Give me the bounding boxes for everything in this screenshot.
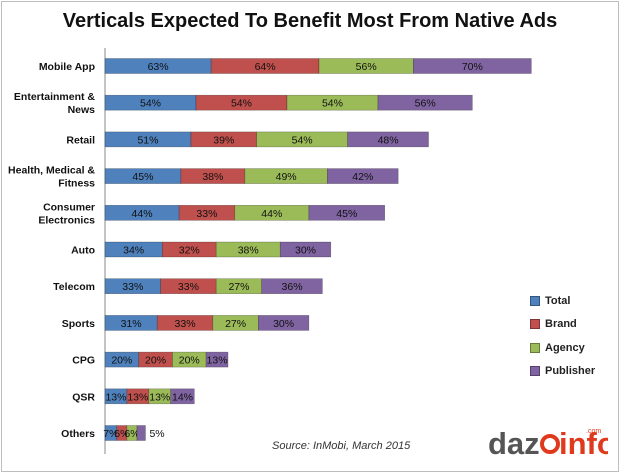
data-label-telecom-publisher: 36% — [282, 281, 303, 293]
category-label-cpg: CPG — [72, 355, 95, 367]
legend-swatch-publisher — [530, 366, 540, 377]
data-label-cpg-publisher: 13% — [207, 355, 228, 367]
category-label-qsr: QSR — [72, 391, 95, 403]
bar-sports-publisher — [258, 315, 310, 331]
bar-health-medical-fitness-agency — [244, 168, 328, 184]
data-label-sports-total: 31% — [121, 318, 142, 330]
data-label-qsr-total: 13% — [105, 391, 126, 403]
data-label-mobile-app-total: 63% — [148, 61, 169, 73]
data-label-consumer-electronics-agency: 44% — [261, 208, 282, 220]
bar-others-publisher — [136, 425, 146, 441]
bar-telecom-brand — [160, 278, 217, 295]
data-label-qsr-agency: 13% — [149, 391, 170, 403]
data-label-cpg-brand: 20% — [145, 355, 166, 367]
data-label-mobile-app-publisher: 70% — [462, 61, 483, 73]
data-label-sports-brand: 33% — [175, 318, 196, 330]
data-label-auto-publisher: 30% — [295, 245, 316, 257]
data-label-entertainment-news-agency: 54% — [322, 98, 343, 110]
bar-entertainment-news-total — [104, 94, 197, 111]
legend-item-brand: Brand — [530, 313, 595, 337]
category-label-health-medical-fitness: Health, Medical & Fitness — [8, 165, 95, 190]
legend-swatch-agency — [530, 342, 540, 353]
legend-label-total: Total — [545, 294, 571, 307]
legend-item-publisher: Publisher — [530, 360, 595, 384]
bar-qsr-publisher — [170, 388, 195, 405]
logo-ring — [540, 434, 560, 454]
chart-title: Verticals Expected To Benefit Most From … — [62, 10, 558, 32]
data-label-consumer-electronics-total: 44% — [132, 208, 153, 220]
data-label-health-medical-fitness-publisher: 42% — [352, 171, 373, 183]
category-label-consumer-electronics: Consumer Electronics — [38, 201, 95, 226]
data-label-others-brand: 6% — [114, 428, 129, 440]
data-label-qsr-publisher: 14% — [172, 391, 193, 403]
data-label-retail-total: 51% — [137, 134, 158, 146]
legend-label-brand: Brand — [545, 318, 577, 331]
data-label-consumer-electronics-publisher: 45% — [336, 208, 357, 220]
source-note: Source: InMobi, March 2015 — [272, 440, 411, 452]
legend-swatch-brand — [530, 319, 540, 330]
data-label-sports-agency: 27% — [225, 318, 246, 330]
bar-mobile-app-agency — [318, 58, 414, 74]
data-label-telecom-agency: 27% — [228, 281, 249, 293]
data-label-retail-publisher: 48% — [378, 134, 399, 146]
data-label-entertainment-news-total: 54% — [140, 98, 161, 110]
data-label-mobile-app-brand: 64% — [255, 61, 276, 73]
data-label-entertainment-news-publisher: 56% — [415, 98, 436, 110]
chart-legend: Total Brand Agency Publisher — [530, 289, 595, 383]
data-label-entertainment-news-brand: 54% — [231, 98, 252, 110]
category-label-mobile-app: Mobile App — [39, 61, 95, 73]
data-label-telecom-brand: 33% — [178, 281, 199, 293]
category-label-others: Others — [61, 428, 95, 440]
data-label-auto-agency: 38% — [238, 245, 259, 257]
data-label-telecom-total: 33% — [122, 281, 143, 293]
bar-mobile-app-publisher — [413, 58, 532, 74]
data-label-qsr-brand: 13% — [127, 391, 148, 403]
legend-label-publisher: Publisher — [545, 365, 596, 378]
data-label-consumer-electronics-brand: 33% — [196, 208, 217, 220]
category-label-retail: Retail — [66, 134, 95, 146]
data-label-others-publisher: 5% — [149, 428, 164, 440]
bar-consumer-electronics-publisher — [308, 205, 386, 221]
data-label-sports-publisher: 30% — [273, 318, 294, 330]
data-label-auto-total: 34% — [123, 245, 144, 257]
category-label-sports: Sports — [62, 318, 95, 330]
legend-label-agency: Agency — [545, 341, 585, 354]
data-label-auto-brand: 32% — [179, 245, 200, 257]
bar-health-medical-fitness-publisher — [327, 168, 399, 184]
category-label-entertainment-news: Entertainment & News — [14, 91, 96, 116]
data-label-cpg-total: 20% — [111, 355, 132, 367]
logo-suffix: .com — [586, 428, 601, 435]
legend-item-total: Total — [530, 289, 595, 313]
data-label-retail-agency: 54% — [292, 134, 313, 146]
bar-entertainment-news-publisher — [377, 94, 473, 111]
data-label-retail-brand: 39% — [213, 134, 234, 146]
bar-auto-brand — [161, 241, 217, 258]
bar-auto-publisher — [279, 241, 332, 258]
legend-item-agency: Agency — [530, 336, 595, 360]
bar-retail-agency — [256, 131, 348, 148]
bar-telecom-publisher — [261, 278, 323, 295]
bar-cpg-agency — [172, 351, 207, 368]
data-label-others-agency: 6% — [124, 428, 139, 440]
logo-text-right: info — [559, 426, 608, 461]
category-label-telecom: Telecom — [53, 281, 95, 293]
legend-swatch-total — [530, 295, 540, 306]
data-label-health-medical-fitness-total: 45% — [132, 171, 153, 183]
data-label-health-medical-fitness-agency: 49% — [276, 171, 297, 183]
category-label-auto: Auto — [71, 245, 95, 257]
bar-cpg-publisher — [205, 351, 229, 368]
logo-graphic: daz info .com — [488, 426, 616, 461]
logo-text-left: daz — [488, 426, 540, 461]
data-label-others-total: 7% — [103, 428, 118, 440]
data-label-health-medical-fitness-brand: 38% — [202, 171, 223, 183]
data-label-cpg-agency: 20% — [179, 355, 200, 367]
data-label-mobile-app-agency: 56% — [356, 61, 377, 73]
dazeinfo-logo: daz info .com — [488, 422, 616, 467]
bar-retail-publisher — [347, 131, 429, 148]
